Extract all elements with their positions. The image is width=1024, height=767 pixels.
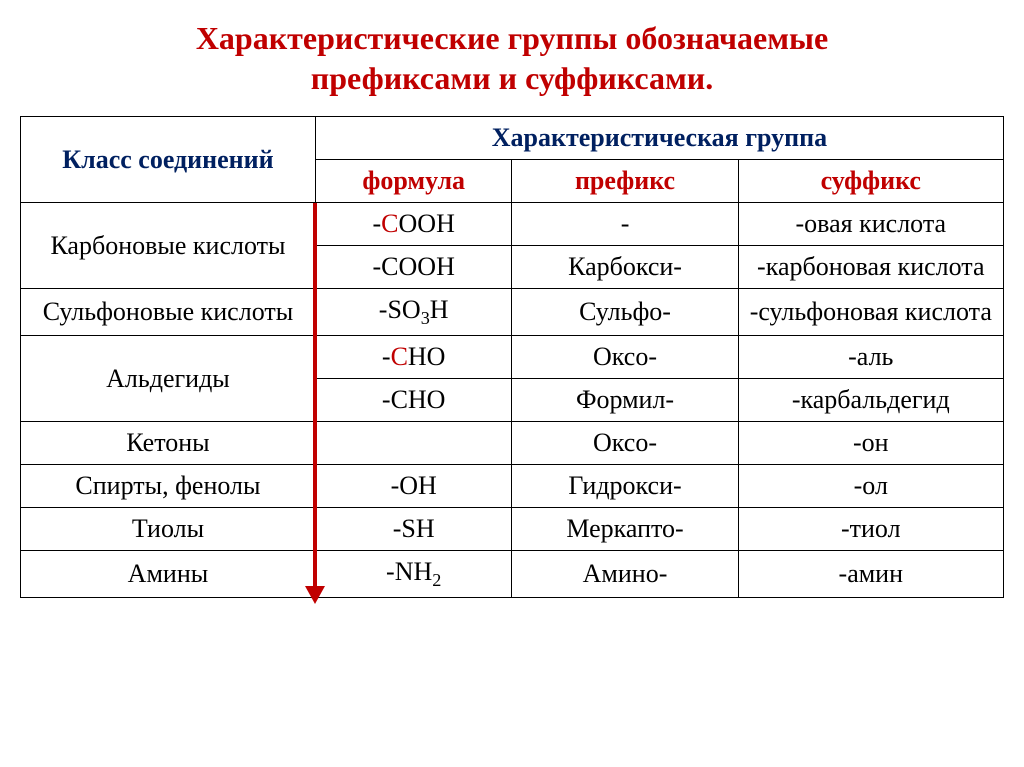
table-row: Тиолы -SH Меркапто- -тиол — [21, 508, 1004, 551]
cell-suffix: -амин — [738, 551, 1003, 598]
table-wrapper: Класс соединений Характеристическая груп… — [20, 116, 1004, 598]
header-char-group: Характеристическая группа — [315, 117, 1003, 160]
cell-class: Сульфоновые кислоты — [21, 289, 316, 336]
header-suffix: суффикс — [738, 160, 1003, 203]
cell-formula: -CHO — [315, 379, 512, 422]
cell-suffix: -ол — [738, 465, 1003, 508]
title-line-2: префиксами и суффиксами. — [311, 60, 713, 96]
cell-formula: -SO3H — [315, 289, 512, 336]
page-title: Характеристические группы обозначаемые п… — [20, 18, 1004, 98]
header-row-1: Класс соединений Характеристическая груп… — [21, 117, 1004, 160]
cell-prefix: - — [512, 203, 738, 246]
cell-formula: -NH2 — [315, 551, 512, 598]
cell-class: Тиолы — [21, 508, 316, 551]
cell-prefix: Оксо- — [512, 336, 738, 379]
header-compound-class: Класс соединений — [21, 117, 316, 203]
cell-formula: -OH — [315, 465, 512, 508]
cell-formula — [315, 422, 512, 465]
header-formula: формула — [315, 160, 512, 203]
table-row: Кетоны Оксо- -он — [21, 422, 1004, 465]
cell-class: Альдегиды — [21, 336, 316, 422]
table-row: Амины -NH2 Амино- -амин — [21, 551, 1004, 598]
functional-groups-table: Класс соединений Характеристическая груп… — [20, 116, 1004, 598]
title-line-1: Характеристические группы обозначаемые — [196, 20, 828, 56]
cell-suffix: -аль — [738, 336, 1003, 379]
cell-prefix: Сульфо- — [512, 289, 738, 336]
cell-suffix: -карбальдегид — [738, 379, 1003, 422]
header-prefix: префикс — [512, 160, 738, 203]
cell-prefix: Оксо- — [512, 422, 738, 465]
priority-arrow-bar — [313, 203, 317, 589]
cell-formula: -COOH — [315, 203, 512, 246]
cell-prefix: Карбокси- — [512, 246, 738, 289]
table-row: Карбоновые кислоты -COOH - -овая кислота — [21, 203, 1004, 246]
cell-class: Амины — [21, 551, 316, 598]
cell-suffix: -тиол — [738, 508, 1003, 551]
cell-suffix: -сульфоновая кислота — [738, 289, 1003, 336]
cell-suffix: -карбоновая кислота — [738, 246, 1003, 289]
cell-class: Карбоновые кислоты — [21, 203, 316, 289]
table-row: Спирты, фенолы -OH Гидрокси- -ол — [21, 465, 1004, 508]
cell-formula: -COOH — [315, 246, 512, 289]
cell-formula: -CHO — [315, 336, 512, 379]
cell-suffix: -овая кислота — [738, 203, 1003, 246]
table-row: Сульфоновые кислоты -SO3H Сульфо- -сульф… — [21, 289, 1004, 336]
cell-prefix: Гидрокси- — [512, 465, 738, 508]
table-row: Альдегиды -CHO Оксо- -аль — [21, 336, 1004, 379]
cell-class: Спирты, фенолы — [21, 465, 316, 508]
cell-prefix: Формил- — [512, 379, 738, 422]
cell-suffix: -он — [738, 422, 1003, 465]
cell-prefix: Меркапто- — [512, 508, 738, 551]
cell-prefix: Амино- — [512, 551, 738, 598]
cell-class: Кетоны — [21, 422, 316, 465]
cell-formula: -SH — [315, 508, 512, 551]
priority-arrow-head-icon — [305, 586, 325, 604]
